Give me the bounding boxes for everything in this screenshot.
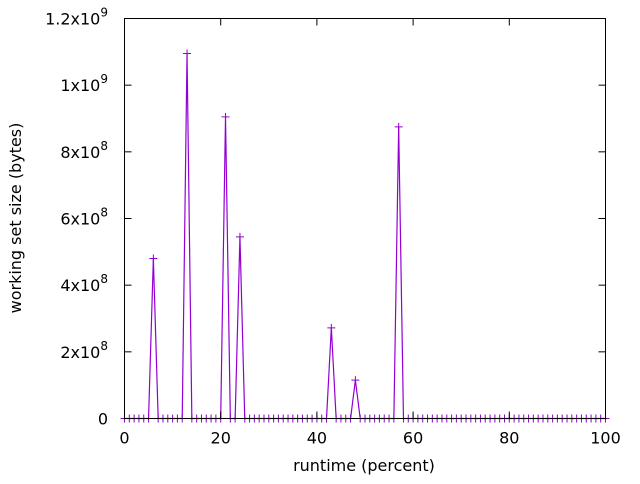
y-tick-base: 8x10 [60, 143, 100, 162]
y-tick-label: 1x109 [60, 72, 108, 95]
y-tick-base: 1x10 [60, 76, 100, 95]
y-tick-exponent: 9 [100, 72, 108, 86]
data-point [351, 376, 360, 385]
y-tick-base: 2x10 [60, 343, 100, 362]
x-tick-label: 40 [307, 429, 327, 448]
x-tick-label: 60 [403, 429, 423, 448]
y-tick-exponent: 8 [100, 206, 108, 220]
y-axis-label: working set size (bytes) [6, 123, 25, 314]
series-line [124, 53, 606, 420]
data-point [221, 112, 230, 121]
data-point [149, 254, 158, 263]
y-tick-exponent: 8 [100, 272, 108, 286]
data-point [235, 232, 244, 241]
y-tick-base: 1.2x10 [45, 10, 100, 29]
plot-border [124, 18, 606, 419]
y-tick-label: 4x108 [60, 272, 108, 295]
x-axis-label: runtime (percent) [293, 456, 435, 475]
y-tick-exponent: 8 [100, 339, 108, 353]
y-tick-base: 0 [98, 410, 108, 429]
y-tick-exponent: 9 [100, 6, 108, 20]
x-tick-label: 0 [119, 429, 129, 448]
y-tick-label: 0 [98, 410, 108, 429]
y-tick-base: 4x10 [60, 276, 100, 295]
data-point [327, 323, 336, 332]
y-tick-label: 8x108 [60, 139, 108, 162]
y-tick-label: 6x108 [60, 206, 108, 229]
data-series [120, 49, 610, 423]
x-tick-label: 80 [499, 429, 519, 448]
axis-ticks: 0 20 40 60 80 10002x1084x1086x1088x1081x1091.… [45, 6, 621, 448]
y-tick-exponent: 8 [100, 139, 108, 153]
data-point [183, 49, 192, 58]
data-point [394, 122, 403, 131]
y-tick-label: 2x108 [60, 339, 108, 362]
x-tick-label: 20 [211, 429, 231, 448]
y-tick-base: 6x10 [60, 210, 100, 229]
x-tick-label: 100 [590, 429, 621, 448]
y-tick-label: 1.2x109 [45, 6, 108, 29]
